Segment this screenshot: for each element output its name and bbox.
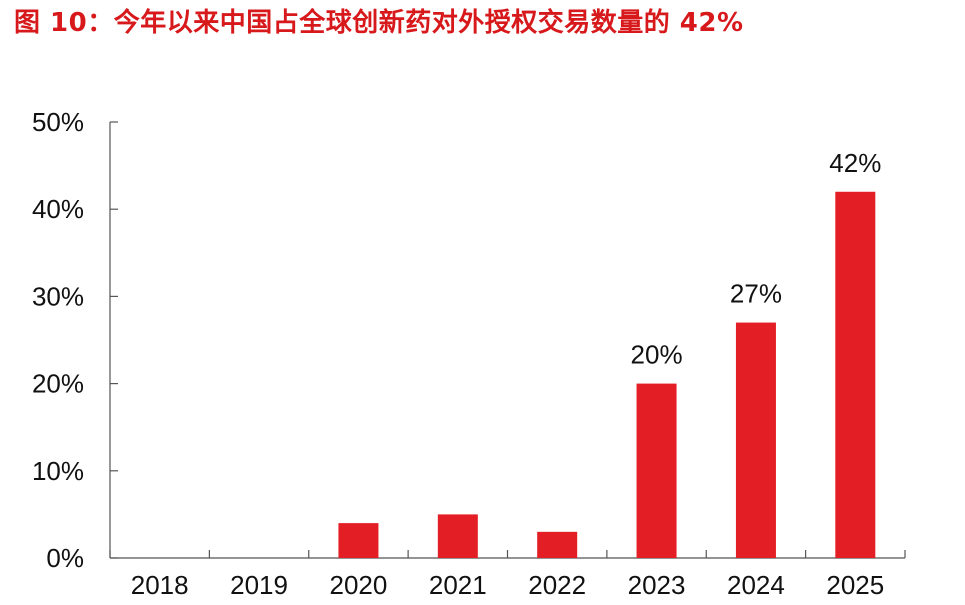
y-tick-label: 10% [32,456,84,486]
bar-2024 [735,322,776,558]
x-tick-label: 2022 [528,570,586,600]
data-label-2024: 27% [730,279,782,309]
x-tick-label: 2019 [230,570,288,600]
x-axis: 2018 2019 2020 2021 2022 2023 2024 2025 [109,550,906,600]
x-tick-label: 2018 [131,570,189,600]
y-tick-label: 0% [46,543,84,573]
figure-title: 图 10：今年以来中国占全球创新药对外授权交易数量的 42% [14,8,744,38]
x-tick-label: 2024 [727,570,785,600]
data-label-2025: 42% [829,148,881,178]
data-label-2023: 20% [631,340,683,370]
bar-series [338,191,876,558]
bar-2023 [636,383,677,558]
bar-2020 [338,523,379,558]
y-tick-label: 20% [32,369,84,399]
x-tick-label: 2021 [429,570,487,600]
x-tick-label: 2020 [330,570,388,600]
y-tick-label: 30% [32,281,84,311]
bar-2025 [835,191,876,558]
x-tick-label: 2025 [826,570,884,600]
bar-2021 [437,514,478,558]
x-tick-label: 2023 [628,570,686,600]
bar-2022 [537,531,578,558]
y-tick-label: 40% [32,194,84,224]
y-tick-label: 50% [32,107,84,137]
data-labels: 20% 27% 42% [631,148,882,370]
y-axis: 0% 10% 20% 30% 40% 50% [32,107,118,573]
